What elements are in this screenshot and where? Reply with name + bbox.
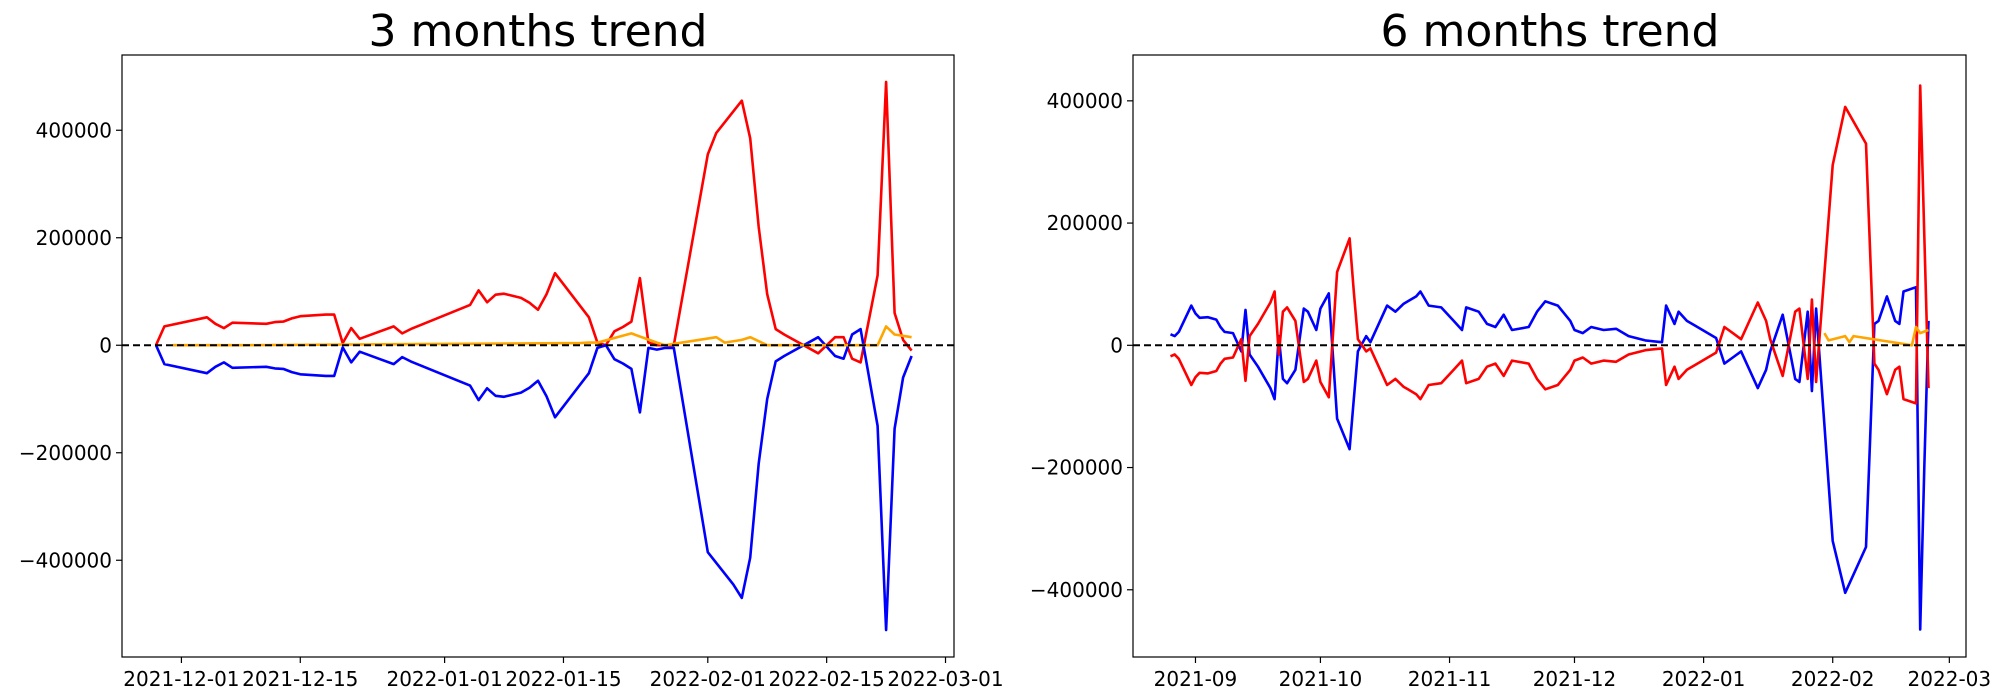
series-line-0: [154, 80, 913, 364]
y-tick-label: −400000: [1030, 578, 1123, 602]
y-tick-label: 200000: [36, 226, 112, 250]
plot-frame: [121, 54, 955, 658]
x-tick-label: 2021-12-15: [242, 667, 358, 691]
chart-6-months: 6 months trend −400000 −200000 0 200000 4000…: [1030, 6, 1991, 691]
y-tick-label: 0: [1110, 333, 1123, 357]
series-line-2: [1823, 325, 1929, 347]
chart-3-months: 3 months trend −400000 −200000 0 200000 4000…: [19, 6, 1004, 691]
x-tick-label: 2021-11: [1408, 667, 1492, 691]
x-tick-label: 2021-10: [1279, 667, 1363, 691]
x-tick-label: 2022-02-15: [769, 667, 885, 691]
x-tick-label: 2022-03: [1908, 667, 1992, 691]
x-tick-label: 2021-12: [1533, 667, 1617, 691]
y-tick-label: 400000: [36, 118, 112, 142]
y-tick-label: 200000: [1047, 211, 1123, 235]
x-tick-label: 2022-01-15: [505, 667, 621, 691]
chart-title: 3 months trend: [369, 6, 708, 57]
series-line-1: [1169, 84, 1930, 405]
series-line-2: [172, 325, 912, 347]
series-line-1: [154, 327, 913, 632]
plot-frame: [1132, 54, 1967, 658]
y-tick-label: 0: [99, 333, 112, 357]
x-tick-label: 2021-12-01: [123, 667, 239, 691]
y-tick-label: −400000: [19, 548, 112, 572]
y-tick-label: −200000: [1030, 456, 1123, 480]
x-tick-label: 2022-03-01: [887, 667, 1003, 691]
x-tick-label: 2022-01: [1662, 667, 1746, 691]
y-tick-label: 400000: [1047, 89, 1123, 113]
x-tick-label: 2022-02: [1791, 667, 1875, 691]
chart-title: 6 months trend: [1381, 6, 1720, 57]
x-tick-label: 2022-02-01: [650, 667, 766, 691]
x-tick-label: 2021-09: [1154, 667, 1238, 691]
x-tick-label: 2022-01-01: [386, 667, 502, 691]
y-tick-label: −200000: [19, 441, 112, 465]
